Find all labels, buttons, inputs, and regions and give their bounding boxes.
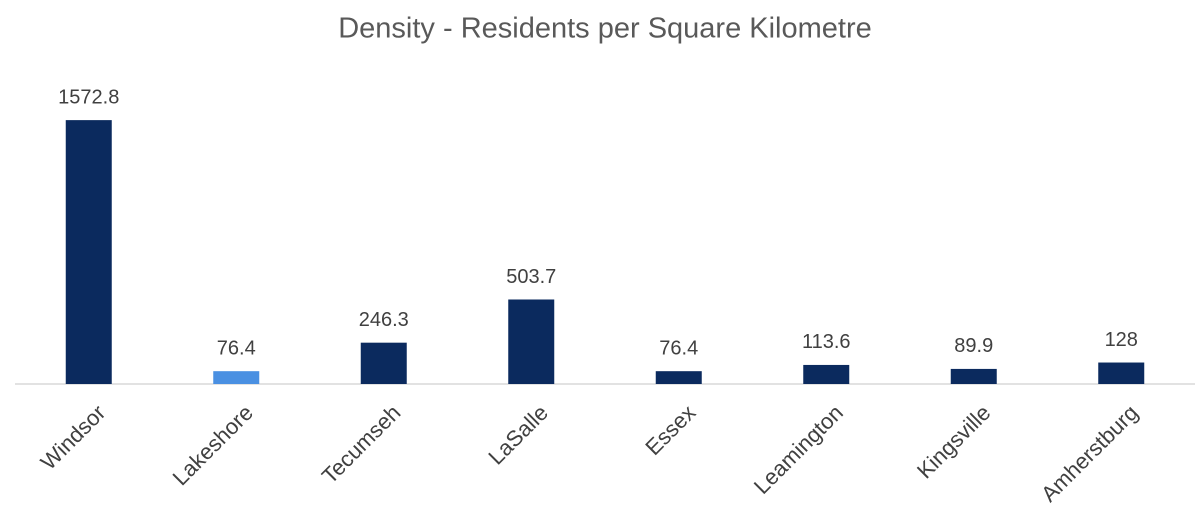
data-label: 76.4 (217, 337, 256, 359)
x-tick-label: Lakeshore (168, 400, 258, 490)
x-tick-label: Leamington (749, 400, 848, 499)
chart-title: Density - Residents per Square Kilometre (338, 13, 872, 45)
x-tick-label: LaSalle (483, 400, 553, 470)
data-label: 246.3 (359, 309, 409, 331)
bar (655, 371, 702, 384)
data-label: 128 (1105, 329, 1138, 351)
bar (508, 299, 555, 384)
data-label: 1572.8 (58, 86, 119, 108)
x-tick-label: Amherstburg (1036, 400, 1143, 507)
x-tick-label: Kingsville (912, 400, 995, 483)
data-label: 113.6 (802, 331, 851, 353)
data-label: 89.9 (954, 335, 993, 357)
bar (213, 371, 260, 384)
x-tick-label: Tecumseh (317, 400, 406, 489)
data-label: 76.4 (659, 337, 698, 359)
x-tick-label: Windsor (36, 400, 111, 475)
bar (950, 368, 997, 384)
bar (360, 342, 407, 384)
bar (65, 120, 112, 384)
data-label: 503.7 (506, 266, 556, 288)
bar (1098, 362, 1145, 384)
bar (803, 364, 850, 384)
x-tick-label: Essex (640, 400, 700, 460)
